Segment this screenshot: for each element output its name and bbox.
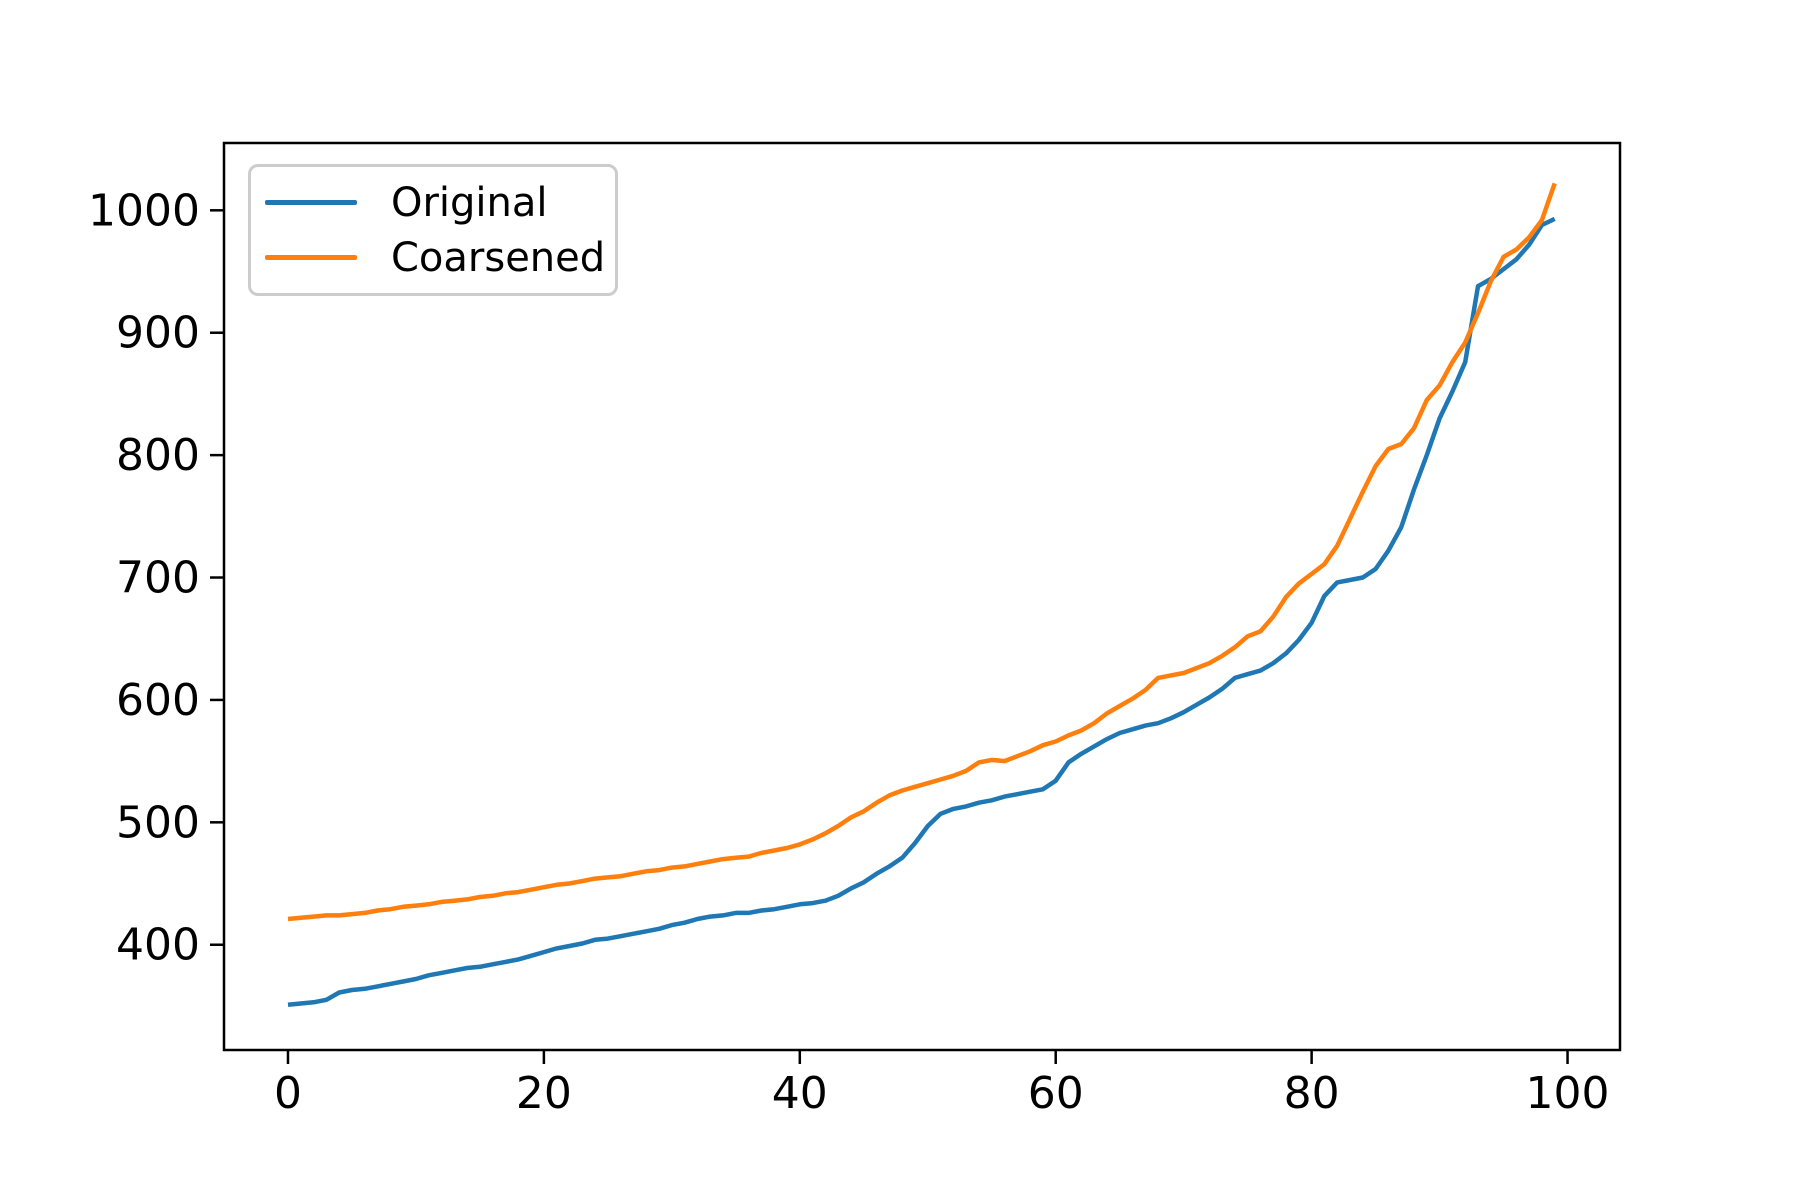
legend-label-coarsened: Coarsened — [391, 234, 606, 281]
y-tick-label: 700 — [116, 553, 200, 604]
x-tick-label: 80 — [1284, 1068, 1340, 1119]
x-tick-label: 100 — [1526, 1068, 1610, 1119]
legend-line-coarsened — [265, 255, 357, 260]
y-tick-label: 900 — [116, 308, 200, 359]
legend: Original Coarsened — [248, 164, 618, 296]
x-tick-label: 40 — [772, 1068, 828, 1119]
legend-label-original: Original — [391, 179, 548, 226]
y-tick-label: 1000 — [88, 185, 200, 236]
x-tick-label: 0 — [274, 1068, 302, 1119]
x-tick-label: 20 — [516, 1068, 572, 1119]
x-tick-label: 60 — [1028, 1068, 1084, 1119]
series-line-original — [287, 216, 1556, 1007]
y-tick-label: 500 — [116, 797, 200, 848]
axes-frame — [222, 141, 1622, 1052]
legend-row-coarsened: Coarsened — [251, 238, 615, 278]
y-tick-label: 600 — [116, 675, 200, 726]
series-line-coarsened — [287, 182, 1557, 922]
y-tick-label: 800 — [116, 430, 200, 481]
legend-line-original — [265, 200, 357, 205]
legend-row-original: Original — [251, 183, 615, 223]
y-tick-label: 400 — [116, 920, 200, 971]
